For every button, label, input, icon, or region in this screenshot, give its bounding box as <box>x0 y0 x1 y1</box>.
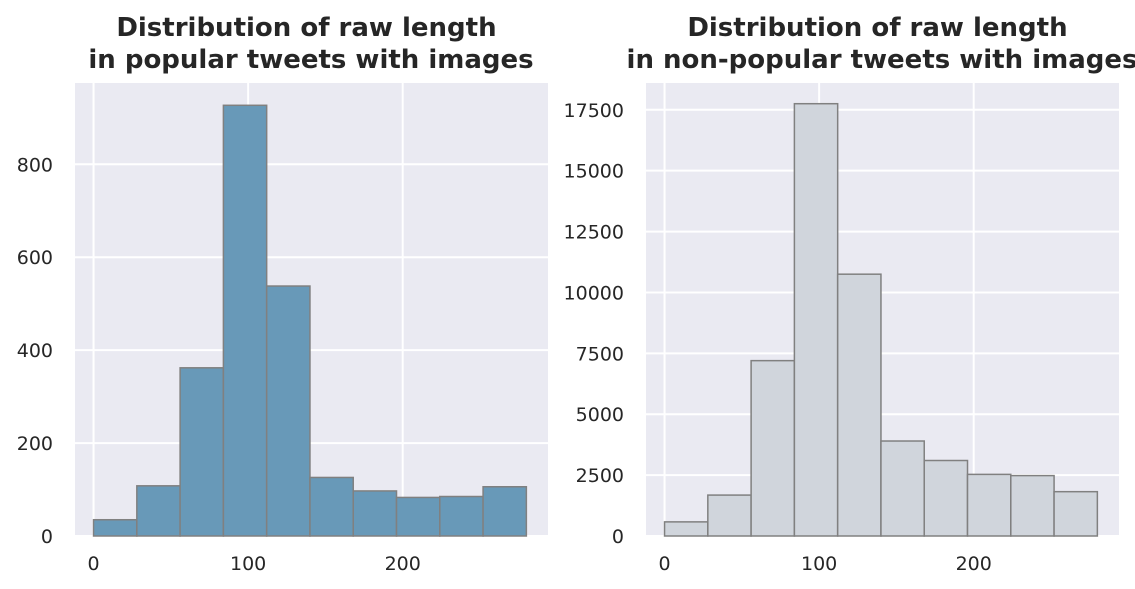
histogram-bar <box>966 473 1012 537</box>
chart-popular-tweets: 0 100 200 0 200 400 600 800 Distribution of ra… <box>17 13 548 575</box>
chart-title-non-popular: Distribution of raw length in non-popula… <box>627 13 1135 75</box>
histogram-bar <box>793 102 839 537</box>
y-tick-label: 800 <box>17 154 53 176</box>
histogram-bar <box>923 459 969 537</box>
y-tick-label: 17500 <box>564 100 624 122</box>
y-tick-labels-popular: 0 200 400 600 800 <box>17 154 53 548</box>
y-tick-label: 15000 <box>564 161 624 183</box>
histogram-bar <box>222 104 268 537</box>
y-tick-label: 7500 <box>576 343 624 365</box>
histogram-bar <box>836 273 882 537</box>
x-tick-label: 100 <box>230 553 266 575</box>
x-tick-label: 200 <box>385 553 421 575</box>
histogram-bar <box>1010 474 1055 537</box>
x-tick-label: 100 <box>801 553 837 575</box>
y-tick-label: 5000 <box>576 404 624 426</box>
x-tick-label: 200 <box>956 553 992 575</box>
y-tick-label: 600 <box>17 247 53 269</box>
x-tick-labels-popular: 0 100 200 <box>88 553 421 575</box>
bars-popular <box>92 104 528 537</box>
histogram-bar <box>179 367 225 537</box>
histogram-bar <box>136 485 181 537</box>
x-tick-label: 0 <box>659 553 671 575</box>
histogram-bar <box>880 440 925 537</box>
y-tick-label: 0 <box>41 526 53 548</box>
y-tick-label: 400 <box>17 340 53 362</box>
y-tick-labels-non-popular: 0 2500 5000 7500 10000 12500 15000 17500 <box>564 100 624 548</box>
chart-title-line-2: in non-popular tweets with images <box>627 45 1135 75</box>
y-tick-label: 0 <box>612 526 624 548</box>
histogram-bar <box>707 494 752 537</box>
histogram-bar <box>439 495 484 537</box>
histogram-bar <box>1053 490 1099 537</box>
histogram-bar <box>352 490 398 537</box>
chart-title-line-1: Distribution of raw length <box>687 13 1067 43</box>
chart-title-line-1: Distribution of raw length <box>116 13 496 43</box>
histogram-bar <box>395 496 441 537</box>
histogram-bar <box>309 476 354 537</box>
chart-non-popular-tweets: 0 100 200 0 2500 5000 7500 10000 12500 15000 1750… <box>564 13 1135 575</box>
y-tick-label: 10000 <box>564 282 624 304</box>
x-tick-label: 0 <box>88 553 100 575</box>
x-tick-labels-non-popular: 0 100 200 <box>659 553 992 575</box>
histogram-bar <box>92 518 138 537</box>
chart-title-line-2: in popular tweets with images <box>88 45 533 75</box>
plot-area-popular <box>75 83 548 536</box>
histogram-bar <box>663 521 709 537</box>
y-tick-label: 200 <box>17 433 53 455</box>
histogram-bar <box>265 285 311 537</box>
y-tick-label: 2500 <box>576 465 624 487</box>
histogram-bar <box>750 359 796 537</box>
bars-non-popular <box>663 102 1099 537</box>
histogram-bar <box>482 486 528 537</box>
chart-title-popular: Distribution of raw length in popular tw… <box>88 13 533 75</box>
y-tick-label: 12500 <box>564 222 624 244</box>
